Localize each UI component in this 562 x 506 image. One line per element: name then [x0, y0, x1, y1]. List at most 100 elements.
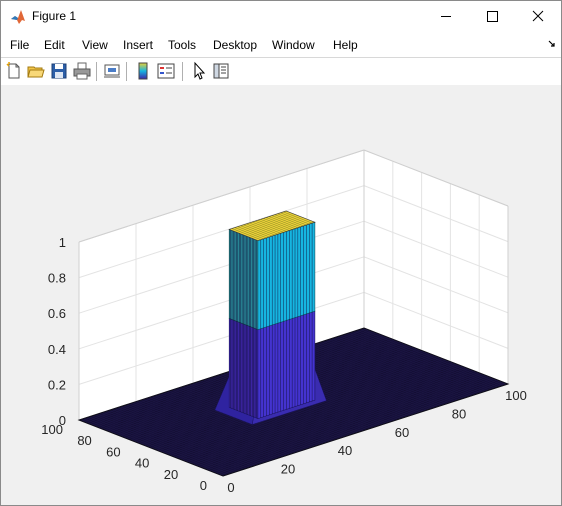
surface-mesh-line: [346, 333, 491, 390]
pulse-mesh-line: [237, 226, 267, 239]
y-tick-label: 100: [41, 422, 63, 437]
surface-mesh-line: [306, 346, 452, 403]
x-tick-label: 60: [395, 425, 409, 440]
maximize-icon: [487, 11, 498, 22]
pulse-mesh-line: [263, 218, 293, 230]
menu-desktop[interactable]: Desktop: [213, 38, 258, 52]
surface-mesh-line: [315, 343, 460, 400]
y-tick-label: 0: [200, 478, 207, 493]
pulse-mesh-line: [240, 225, 270, 238]
surface-mesh-line: [324, 340, 469, 398]
open-file-icon[interactable]: [26, 61, 46, 81]
surface-mesh-line: [81, 328, 367, 422]
grid-line: [363, 256, 509, 314]
grid-line: [363, 185, 509, 243]
dock-arrow-icon[interactable]: [547, 39, 557, 49]
surface-mesh-line: [312, 344, 457, 401]
link-icon[interactable]: [102, 61, 122, 81]
grid-line: [78, 291, 365, 385]
pulse-mesh-line: [266, 217, 296, 229]
property-inspector-icon[interactable]: [211, 61, 231, 81]
menu-help[interactable]: Help: [333, 38, 358, 52]
print-icon[interactable]: [72, 61, 92, 81]
surface-mesh-line: [78, 327, 365, 421]
x-tick-label: 80: [452, 406, 466, 421]
y-tick-label: 40: [135, 456, 149, 471]
surface-mesh-line: [332, 337, 477, 395]
menu-window[interactable]: Window: [272, 38, 315, 52]
surface-mesh-line: [329, 338, 474, 396]
toolbar-separator: [96, 62, 97, 81]
y-tick-label: 80: [77, 433, 91, 448]
insert-colorbar-icon[interactable]: [133, 61, 153, 81]
surface-mesh-line: [363, 327, 509, 385]
minimize-button[interactable]: [423, 1, 469, 32]
surface-mesh-line: [326, 339, 472, 397]
close-icon: [532, 10, 544, 22]
pulse-mesh-line: [271, 215, 301, 227]
surface-mesh-line: [84, 330, 370, 423]
window-title: Figure 1: [32, 9, 77, 23]
matlab-logo-icon: [11, 10, 25, 24]
z-tick-label: 0.8: [48, 271, 66, 286]
surface-mesh-line: [83, 329, 369, 422]
pulse-mesh-line: [257, 220, 287, 232]
grid-line: [363, 220, 509, 278]
insert-legend-icon[interactable]: [156, 61, 176, 81]
maximize-button[interactable]: [469, 1, 515, 32]
z-tick-label: 1: [59, 235, 66, 250]
y-tick-label: 20: [164, 467, 178, 482]
grid-line: [363, 291, 509, 349]
z-tick-label: 0.6: [48, 306, 66, 321]
z-tick-label: 0.2: [48, 377, 66, 392]
grid-line: [78, 256, 365, 350]
surface-mesh-line: [86, 330, 372, 423]
pulse-mesh-line: [251, 221, 281, 234]
surface-mesh-line: [298, 348, 443, 406]
surface-mesh-line: [295, 349, 440, 407]
toolbar-separator: [182, 62, 183, 81]
pulse-mesh-line: [254, 220, 284, 233]
menu-file[interactable]: File: [10, 38, 30, 52]
box-edge: [363, 149, 509, 207]
pulse-mesh-line: [249, 222, 278, 235]
pulse-mesh-line: [243, 224, 273, 237]
surface-mesh-line: [304, 347, 449, 404]
surface-mesh-line: [341, 335, 486, 392]
pulse-mesh-line: [234, 227, 264, 239]
surface-mesh-line: [355, 330, 500, 387]
x-tick-label: 0: [227, 480, 234, 495]
surface-mesh-line: [352, 331, 497, 388]
toolbar-separator: [126, 62, 127, 81]
surface-mesh-line: [349, 332, 494, 389]
surface-mesh-line: [358, 329, 503, 387]
x-tick-label: 40: [338, 443, 352, 458]
menu-insert[interactable]: Insert: [123, 38, 154, 52]
edit-plot-icon[interactable]: [189, 61, 209, 81]
grid-line: [78, 185, 365, 279]
title-bar: Figure 1: [1, 1, 561, 32]
x-tick-label: 20: [281, 462, 295, 477]
menu-tools[interactable]: Tools: [168, 38, 197, 52]
pulse-mesh-line: [246, 223, 276, 236]
z-tick-label: 0: [59, 413, 66, 428]
surface-mesh-line: [335, 337, 480, 394]
y-tick-label: 60: [106, 444, 120, 459]
surface-mesh-line: [343, 334, 489, 391]
surface-mesh-line: [292, 350, 437, 408]
pulse-mesh-line: [283, 211, 313, 224]
close-button[interactable]: [515, 1, 561, 32]
surface-mesh-line: [80, 328, 366, 421]
grid-line: [78, 220, 365, 314]
back-wall-yz: [364, 150, 508, 384]
new-figure-icon[interactable]: [4, 61, 24, 81]
figure-toolbar: [1, 57, 561, 86]
z-tick-label: 0.4: [48, 342, 66, 357]
menu-view[interactable]: View: [82, 38, 108, 52]
surface-mesh-line: [309, 345, 454, 402]
surface-mesh-line: [361, 328, 506, 386]
menu-edit[interactable]: Edit: [44, 38, 65, 52]
save-icon[interactable]: [49, 61, 69, 81]
